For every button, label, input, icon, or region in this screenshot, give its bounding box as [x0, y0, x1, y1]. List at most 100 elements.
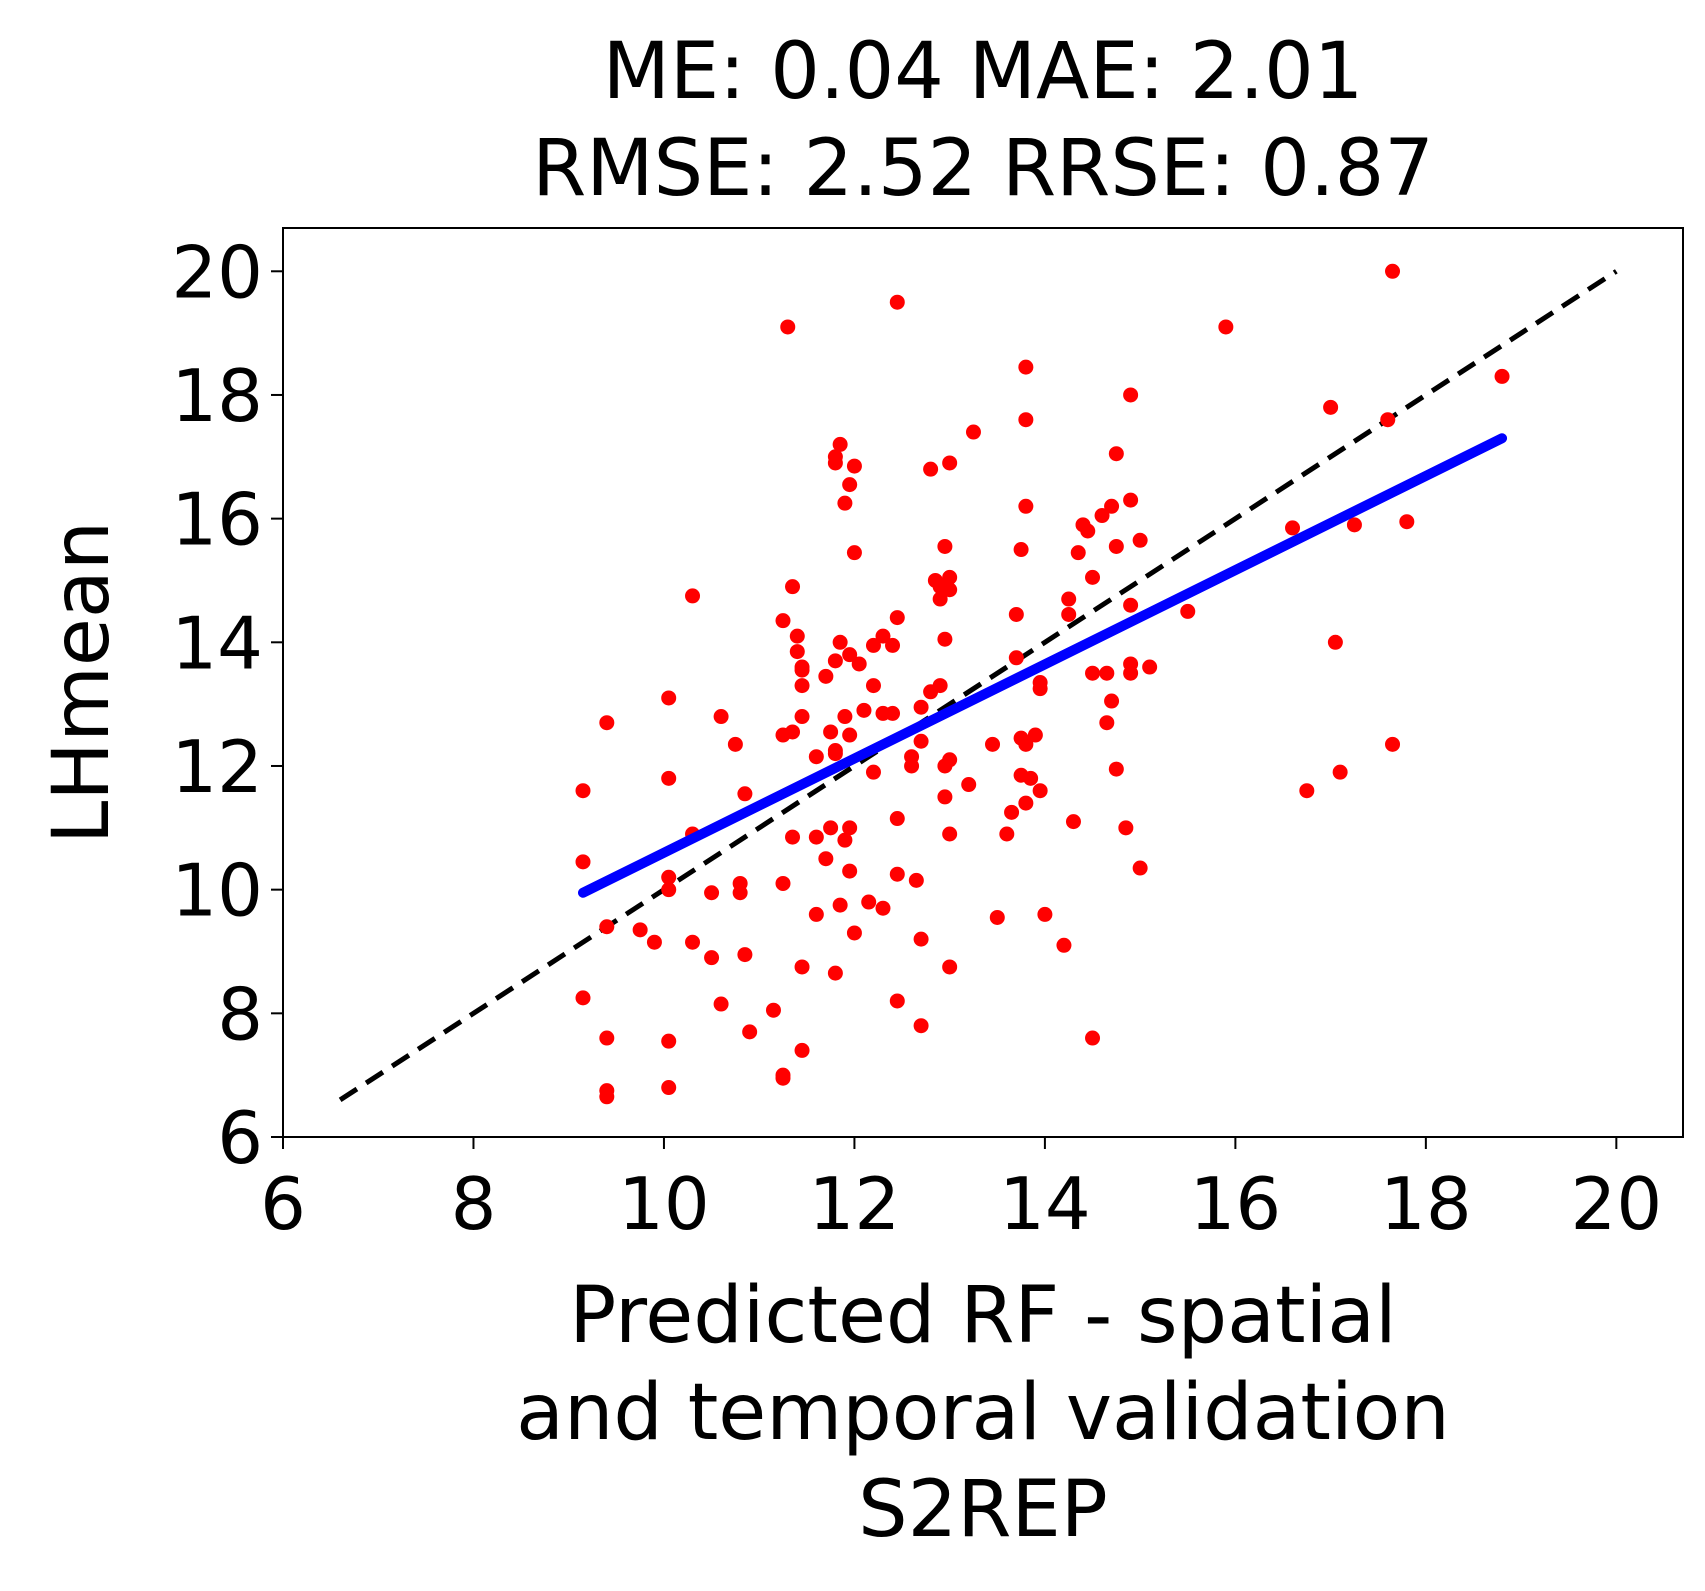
x-axis: 6 8 10 12 14 16 18 20	[260, 1137, 1662, 1246]
data-point	[1080, 523, 1096, 539]
data-point	[1018, 795, 1034, 811]
data-point	[889, 294, 905, 310]
x-tick-label: 12	[809, 1162, 901, 1246]
data-point	[1142, 659, 1158, 675]
data-point	[1061, 591, 1077, 607]
data-point	[780, 319, 796, 335]
x-tick-label: 18	[1380, 1162, 1472, 1246]
data-point	[942, 959, 958, 975]
data-point	[599, 1089, 615, 1105]
data-point	[1118, 820, 1134, 836]
data-point	[646, 934, 662, 950]
data-point	[1008, 650, 1024, 666]
identity-line-layer	[338, 269, 1618, 1102]
data-point	[575, 783, 591, 799]
data-point	[794, 959, 810, 975]
data-point	[1123, 492, 1139, 508]
data-point	[1132, 860, 1148, 876]
data-point	[1132, 532, 1148, 548]
data-point	[908, 872, 924, 888]
x-tick-label: 14	[999, 1162, 1091, 1246]
data-point	[837, 709, 853, 725]
data-point	[713, 709, 729, 725]
y-tick-label: 8	[217, 972, 263, 1056]
data-point	[1037, 906, 1053, 922]
data-point	[832, 634, 848, 650]
data-point	[732, 885, 748, 901]
data-point	[713, 996, 729, 1012]
data-point	[942, 826, 958, 842]
data-point	[1323, 399, 1339, 415]
x-axis-label-line-3: S2REP	[858, 1465, 1108, 1555]
data-point	[842, 727, 858, 743]
data-point	[1061, 606, 1077, 622]
data-point	[704, 950, 720, 966]
data-point	[932, 591, 948, 607]
y-axis-label-text: LHmean	[37, 521, 127, 844]
data-point	[889, 993, 905, 1009]
data-point	[661, 869, 677, 885]
x-tick-label: 20	[1571, 1162, 1663, 1246]
data-point	[1123, 597, 1139, 613]
x-axis-label-line-2: and temporal validation	[516, 1368, 1450, 1458]
data-point	[794, 709, 810, 725]
y-tick-label: 14	[171, 601, 263, 685]
data-point	[737, 786, 753, 802]
data-point	[1180, 603, 1196, 619]
data-point	[937, 631, 953, 647]
data-point	[1108, 761, 1124, 777]
fit-line	[578, 433, 1508, 898]
title-line-2: RMSE: 2.52 RRSE: 0.87	[532, 124, 1434, 214]
data-point	[1108, 538, 1124, 554]
data-point	[785, 724, 801, 740]
data-point	[832, 436, 848, 452]
data-point	[794, 662, 810, 678]
data-point	[942, 455, 958, 471]
data-point	[865, 678, 881, 694]
data-point	[937, 538, 953, 554]
data-point	[1108, 446, 1124, 462]
data-point	[575, 990, 591, 1006]
data-point	[1104, 693, 1120, 709]
data-point	[913, 733, 929, 749]
data-point	[1494, 368, 1510, 384]
data-point	[932, 678, 948, 694]
data-point	[842, 820, 858, 836]
data-point	[775, 875, 791, 891]
data-point	[827, 455, 843, 471]
data-point	[1085, 1030, 1101, 1046]
data-point	[1070, 545, 1086, 561]
data-point	[942, 582, 958, 598]
x-tick-label: 10	[618, 1162, 710, 1246]
data-point	[904, 758, 920, 774]
data-point	[808, 749, 824, 765]
data-point	[1099, 715, 1115, 731]
data-point	[889, 811, 905, 827]
data-point	[1346, 517, 1362, 533]
data-point	[889, 866, 905, 882]
data-point	[846, 545, 862, 561]
data-point	[785, 579, 801, 595]
data-point	[818, 668, 834, 684]
title-line-1: ME: 0.04 MAE: 2.01	[603, 27, 1364, 117]
data-point	[808, 906, 824, 922]
data-point	[737, 947, 753, 963]
data-point	[989, 909, 1005, 925]
data-point	[842, 647, 858, 663]
data-point	[775, 613, 791, 629]
data-point	[837, 495, 853, 511]
data-point	[861, 894, 877, 910]
data-point	[1123, 387, 1139, 403]
data-point	[1018, 736, 1034, 752]
y-tick-label: 6	[217, 1096, 263, 1180]
data-point	[1032, 681, 1048, 697]
data-point	[856, 702, 872, 718]
data-point	[842, 863, 858, 879]
data-point	[832, 897, 848, 913]
data-point	[661, 770, 677, 786]
data-point	[913, 931, 929, 947]
data-point	[1027, 727, 1043, 743]
data-point	[823, 820, 839, 836]
